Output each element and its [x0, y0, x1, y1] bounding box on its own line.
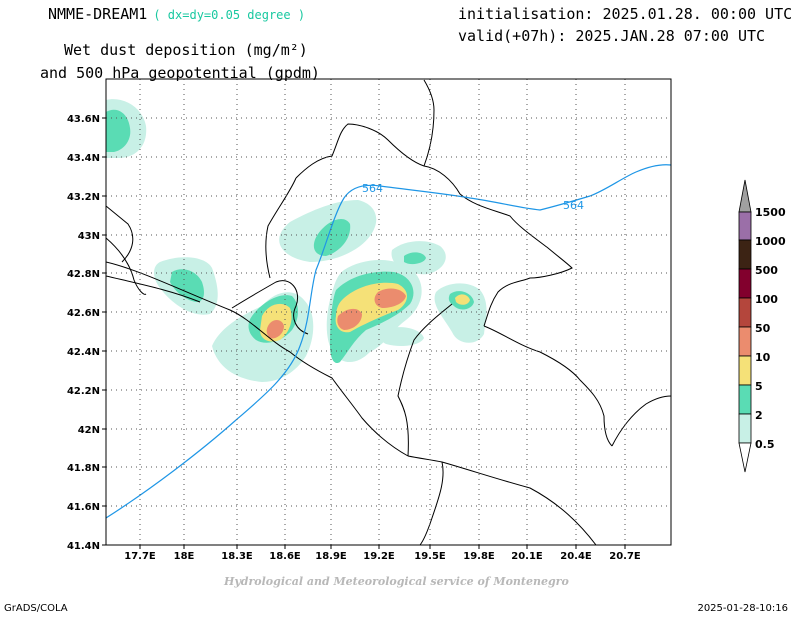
software-credit: GrADS/COLA — [4, 603, 68, 614]
initialisation-time: initialisation: 2025.01.28. 00:00 UTC — [458, 5, 793, 23]
legend-label: 500 — [755, 264, 778, 277]
lat-tick-label: 43.4N — [67, 153, 100, 164]
lon-tick-label: 19.8E — [463, 551, 495, 562]
legend-label: 1500 — [755, 206, 786, 219]
lat-tick-label: 42N — [78, 425, 100, 436]
color-legend — [738, 179, 752, 473]
legend-bottom-triangle — [738, 442, 752, 473]
lat-tick-label: 42.2N — [67, 386, 100, 397]
legend-label: 10 — [755, 351, 771, 364]
lat-tick-label: 41.4N — [67, 541, 100, 552]
lon-tick-label: 19.2E — [363, 551, 395, 562]
legend-swatch — [738, 211, 752, 241]
field-title-line1: Wet dust deposition (mg/m²) — [64, 41, 308, 59]
contour-label-2: 564 — [563, 199, 584, 212]
lat-tick-label: 43N — [78, 231, 100, 242]
field-title-line2: and 500 hPa geopotential (gpdm) — [40, 64, 320, 82]
legend-swatch — [738, 268, 752, 299]
lat-tick-label: 42.6N — [67, 308, 100, 319]
legend-label: 100 — [755, 293, 778, 306]
model-name: NMME-DREAM1 — [48, 5, 148, 23]
lon-tick-label: 18.6E — [269, 551, 301, 562]
lat-tick-label: 41.8N — [67, 463, 100, 474]
legend-label: 2 — [755, 409, 763, 422]
grid-resolution: ( dx=dy=0.05 degree ) — [153, 8, 306, 22]
coastline-borders — [106, 79, 671, 545]
lon-tick-label: 20.4E — [560, 551, 592, 562]
legend-top-triangle — [738, 179, 752, 213]
legend-label: 1000 — [755, 235, 786, 248]
legend-swatch — [738, 326, 752, 357]
dust-shading — [106, 99, 487, 382]
lon-tick-label: 20.7E — [609, 551, 641, 562]
lon-tick-label: 18.3E — [221, 551, 253, 562]
service-credit: Hydrological and Meteorological service … — [224, 575, 569, 588]
legend-label: 0.5 — [755, 438, 775, 451]
lon-tick-label: 19.5E — [414, 551, 446, 562]
render-timestamp: 2025-01-28-10:16 — [697, 603, 788, 614]
legend-swatch — [738, 384, 752, 415]
valid-time: valid(+07h): 2025.JAN.28 07:00 UTC — [458, 27, 766, 45]
lat-tick-label: 43.6N — [67, 114, 100, 125]
lat-tick-label: 41.6N — [67, 502, 100, 513]
legend-swatch — [738, 297, 752, 328]
model-title: NMME-DREAM1 ( dx=dy=0.05 degree ) — [48, 5, 305, 23]
contour-label-1: 564 — [362, 182, 383, 195]
lon-tick-label: 17.7E — [124, 551, 156, 562]
lat-tick-label: 42.4N — [67, 347, 100, 358]
lat-tick-label: 43.2N — [67, 192, 100, 203]
lon-tick-label: 18E — [174, 551, 195, 562]
legend-swatch — [738, 413, 752, 444]
legend-swatch — [738, 239, 752, 270]
legend-swatch — [738, 355, 752, 386]
lon-tick-label: 20.1E — [511, 551, 543, 562]
legend-label: 50 — [755, 322, 771, 335]
lat-lon-grid — [106, 79, 671, 545]
lon-tick-label: 18.9E — [315, 551, 347, 562]
lat-tick-label: 42.8N — [67, 269, 100, 280]
legend-label: 5 — [755, 380, 763, 393]
